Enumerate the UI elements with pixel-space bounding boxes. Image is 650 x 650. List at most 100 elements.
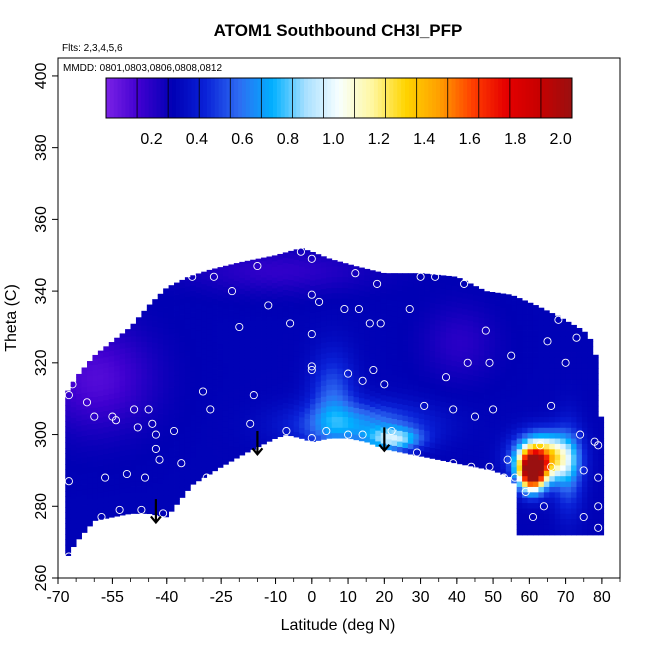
sample-point [137,505,146,514]
sample-points [64,247,603,561]
sample-point [202,480,211,489]
sample-point [358,376,367,385]
sample-point [315,297,324,306]
sample-point [82,398,92,407]
y-tick-label: 300 [33,421,50,448]
sample-point [467,462,476,471]
sample-point [296,247,305,256]
flights-label: Flts: 2,3,4,5,6 [62,43,123,54]
sample-point [177,459,186,468]
sample-point [130,405,139,414]
sample-point [412,448,422,457]
sample-point [307,365,316,375]
sample-point [547,462,556,471]
colorbar: 0.2 0.4 0.6 0.8 1.0 1.2 1.4 1.6 1.8 2.0 [105,77,573,148]
x-axis-label: Latitude (deg N) [281,617,396,634]
x-tick-label: 10 [339,589,357,606]
x-tick-label: 80 [593,589,611,606]
sample-point [485,358,494,367]
x-tick-label: 40 [448,589,466,606]
sample-point [460,279,469,288]
y-tick-label: 380 [33,134,50,161]
sample-point [242,459,251,468]
sample-point [586,301,596,310]
y-axis: 260 280 300 320 340 360 380 400 [33,62,58,591]
sample-point [286,319,295,328]
sample-point [227,287,237,296]
heatmap-field [65,248,605,556]
sample-point [499,473,509,482]
sample-point [198,387,208,396]
sample-point [420,401,429,410]
sample-point [481,326,490,335]
colorbar-tick-label: 0.4 [186,131,208,148]
sample-point [115,505,124,514]
sample-point [188,272,197,281]
x-tick-label: 30 [412,589,430,606]
y-tick-label: 320 [33,349,50,376]
sample-point [449,459,458,468]
sample-point [594,523,603,532]
sample-point [249,391,258,400]
sample-point [441,373,451,382]
sample-point [340,304,349,314]
sample-point [351,269,360,278]
sample-point [264,301,273,310]
colorbar-tick-label: 1.2 [368,131,390,148]
sample-point [344,369,353,378]
arrow-marker [378,427,391,453]
sample-point [159,509,168,518]
x-tick-label: 20 [375,589,393,606]
sample-point [68,380,77,389]
x-tick-label: 60 [520,589,538,606]
sample-point [405,304,414,314]
y-tick-label: 400 [33,62,50,89]
colorbar-tick-label: 0.8 [277,131,299,148]
arrow-marker [150,499,162,525]
sample-point [489,405,498,414]
colorbar-frame [105,77,573,119]
sample-point [373,279,382,288]
sample-point [307,434,316,443]
sample-point [521,487,530,496]
colorbar-tick-label: 0.6 [231,131,253,148]
colorbar-tick-label: 1.4 [413,131,435,148]
x-tick-label: -10 [264,589,287,606]
sample-point [594,441,603,450]
x-axis: -70 -55 -40 -25 -10 0 10 20 30 40 50 60 70 80 [46,578,621,606]
chart-title: ATOM1 Southbound CH3I_PFP [214,21,463,40]
sample-point [431,272,440,281]
sample-point [358,430,367,439]
sample-point [528,512,538,522]
sample-point [387,426,396,436]
sample-point [64,477,73,486]
plot-frame [57,57,621,579]
y-tick-label: 280 [33,493,50,520]
x-tick-label: 70 [557,589,575,606]
colorbar-tick-label: 1.0 [322,131,344,148]
colorbar-tick-label: 0.2 [140,131,162,148]
sample-point [579,512,588,522]
sample-point [416,272,425,281]
arrow-marker [251,430,264,456]
sample-point [64,391,73,400]
sample-point [206,405,215,414]
y-tick-label: 340 [33,278,50,305]
sample-point [354,304,363,314]
sample-point [485,462,494,471]
sample-point [155,455,164,464]
sample-point [144,405,153,414]
sample-point [169,426,179,436]
x-tick-label: -55 [101,589,124,606]
sample-point [151,444,160,453]
sample-point [369,365,378,375]
colorbar-tick-label: 2.0 [549,131,571,148]
sample-point [151,430,160,439]
sample-point [307,254,316,263]
sample-point [344,430,353,439]
sample-point [97,512,106,522]
x-tick-label: -25 [210,589,233,606]
sample-point [572,333,581,342]
y-tick-label: 260 [33,565,50,592]
